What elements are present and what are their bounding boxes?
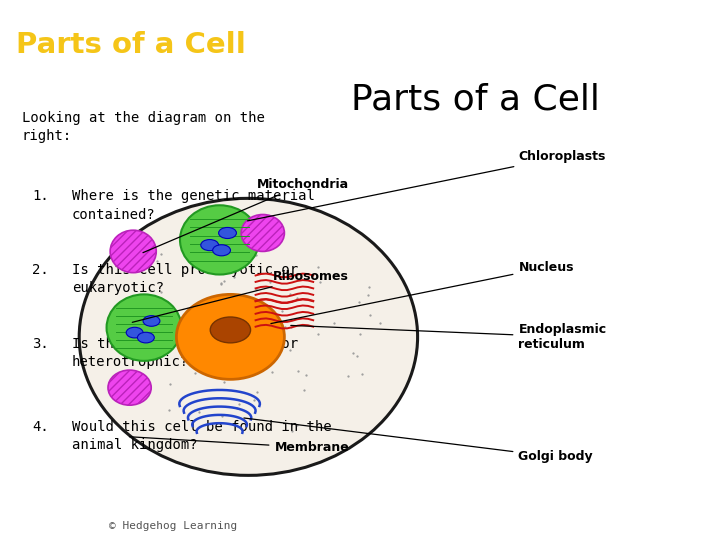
- Text: Nucleus: Nucleus: [271, 261, 574, 323]
- Text: Ribosomes: Ribosomes: [132, 271, 349, 322]
- Ellipse shape: [143, 316, 160, 326]
- Ellipse shape: [138, 332, 154, 343]
- Text: Endoplasmic
reticulum: Endoplasmic reticulum: [291, 323, 606, 351]
- Ellipse shape: [176, 294, 284, 379]
- Text: 2.: 2.: [32, 263, 49, 277]
- Text: Is this cell prokaryotic or
eukaryotic?: Is this cell prokaryotic or eukaryotic?: [72, 263, 298, 295]
- Ellipse shape: [107, 294, 181, 361]
- Text: 1.: 1.: [32, 189, 49, 203]
- Ellipse shape: [126, 327, 143, 338]
- Ellipse shape: [210, 317, 251, 343]
- Text: 3.: 3.: [32, 337, 49, 351]
- Text: Is this cell autotrophic or
heterotrophic?: Is this cell autotrophic or heterotrophi…: [72, 337, 298, 369]
- Text: Parts of a Cell: Parts of a Cell: [351, 83, 600, 117]
- Ellipse shape: [108, 370, 151, 405]
- Ellipse shape: [212, 245, 230, 256]
- Text: Where is the genetic material
contained?: Where is the genetic material contained?: [72, 189, 315, 221]
- Ellipse shape: [241, 214, 284, 252]
- Ellipse shape: [79, 198, 418, 475]
- Text: Chloroplasts: Chloroplasts: [248, 150, 606, 221]
- Text: Membrane: Membrane: [130, 437, 349, 454]
- Ellipse shape: [201, 240, 219, 251]
- Text: Golgi body: Golgi body: [244, 418, 593, 463]
- Ellipse shape: [180, 205, 259, 274]
- Text: 4.: 4.: [32, 420, 49, 434]
- Text: Looking at the diagram on the
right:: Looking at the diagram on the right:: [22, 111, 264, 143]
- Text: © Hedgehog Learning: © Hedgehog Learning: [109, 521, 237, 531]
- Ellipse shape: [110, 230, 156, 273]
- Text: Would this cell be found in the
animal kingdom?: Would this cell be found in the animal k…: [72, 420, 332, 453]
- Text: Mitochondria: Mitochondria: [143, 178, 349, 253]
- Ellipse shape: [219, 227, 236, 239]
- Text: Parts of a Cell: Parts of a Cell: [16, 31, 246, 59]
